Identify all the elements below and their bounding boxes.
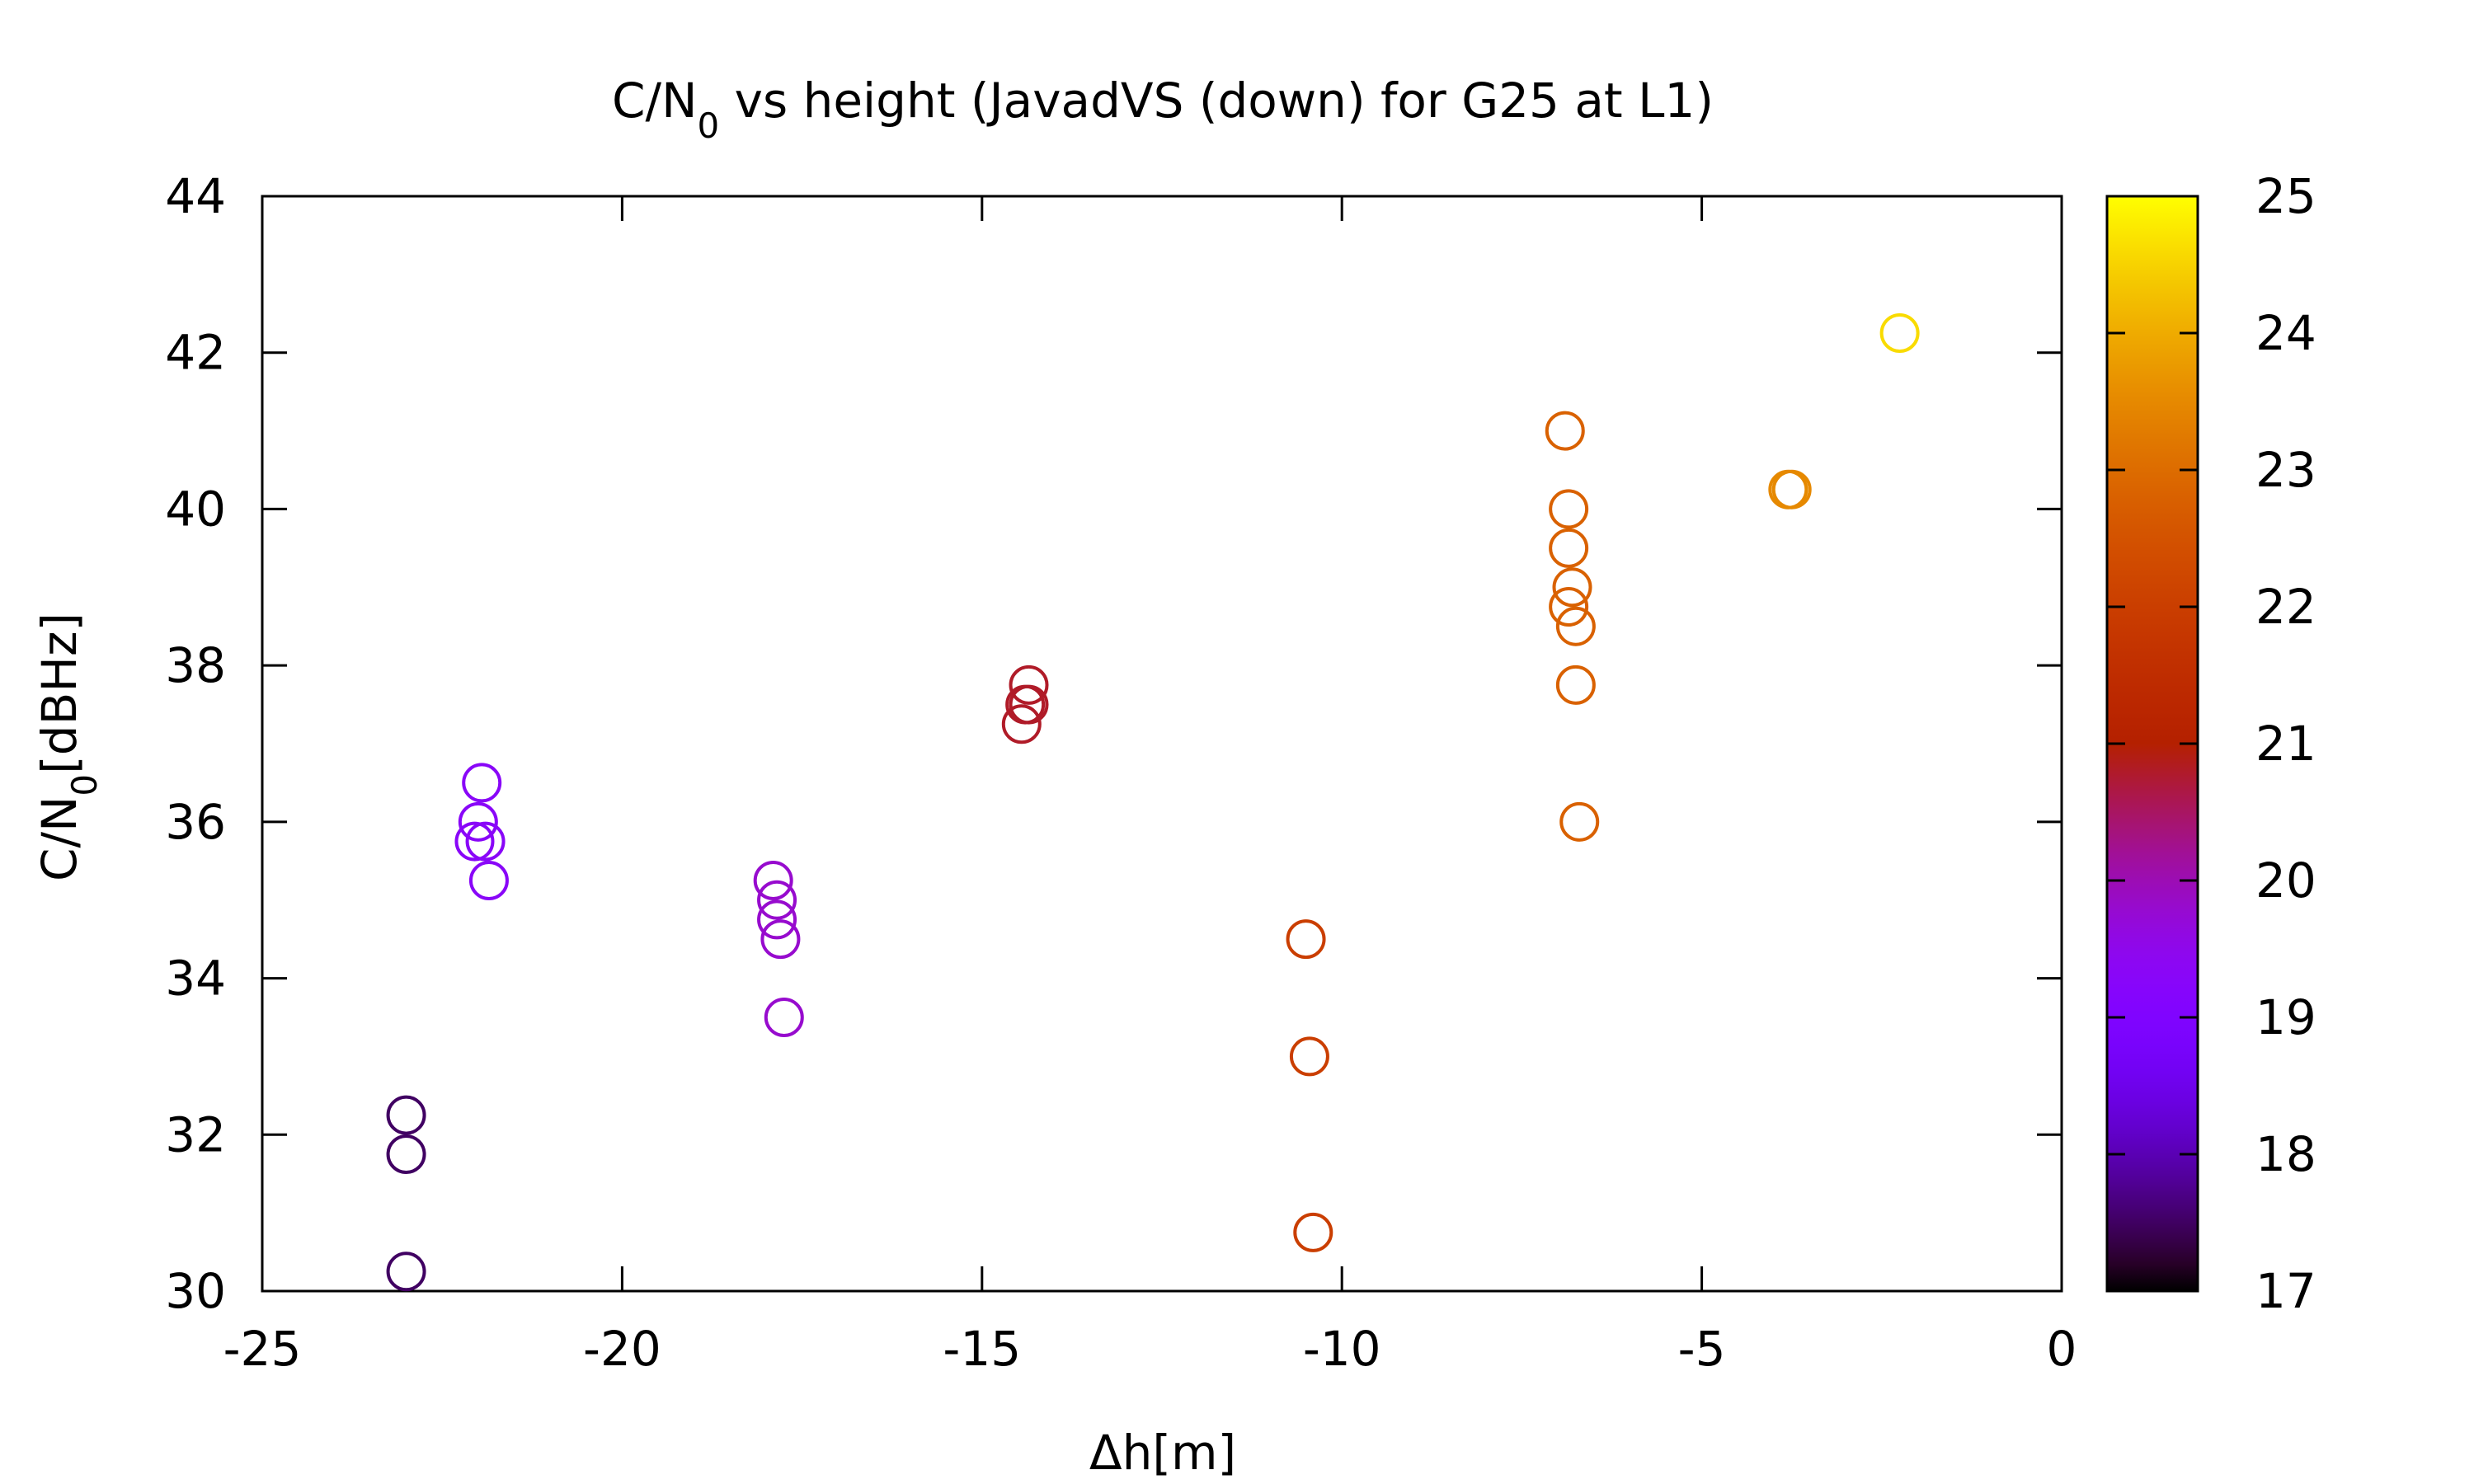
x-tick-label: -20 [583, 1321, 661, 1377]
data-point [1009, 665, 1049, 705]
data-point [1549, 587, 1589, 627]
data-point [1545, 411, 1585, 451]
y-tick-label: 30 [165, 1263, 226, 1319]
y-tick-label: 34 [165, 951, 226, 1007]
data-point [465, 821, 506, 862]
data-point [1549, 528, 1589, 568]
colorbar-tick-label: 24 [2255, 305, 2316, 361]
data-point [1768, 469, 1808, 510]
x-tick-label: -10 [1303, 1321, 1381, 1377]
colorbar-tick-label: 22 [2255, 579, 2316, 635]
x-tick-label: -5 [1678, 1321, 1726, 1377]
data-point [1771, 469, 1812, 510]
chart-title: C/N0 vs height (JavadVS (down) for G25 a… [612, 73, 1714, 146]
x-tick-label: 0 [2047, 1321, 2077, 1377]
colorbar-tick-label: 19 [2255, 989, 2316, 1045]
x-axis: -25 -20 -15 -10 -5 0 [223, 196, 2077, 1377]
data-point [760, 919, 801, 960]
y-tick-label: 40 [165, 481, 226, 537]
colorbar-tick-label: 18 [2255, 1126, 2316, 1182]
plot-area [261, 195, 2063, 1293]
colorbar-tick-label: 25 [2255, 168, 2316, 224]
data-point [458, 801, 498, 842]
y-tick-label: 36 [165, 794, 226, 850]
data-point [462, 763, 502, 803]
colorbar-tick-label: 23 [2255, 442, 2316, 498]
data-point [1552, 567, 1592, 608]
data-point [753, 861, 793, 900]
y-axis: 30 32 34 36 38 40 42 44 [165, 168, 2062, 1319]
data-point [386, 1252, 426, 1292]
x-tick-label: -25 [223, 1321, 302, 1377]
data-point [386, 1134, 426, 1174]
colorbar-tick-label: 21 [2255, 716, 2316, 772]
x-axis-label: Δh[m] [1089, 1425, 1236, 1481]
data-point [1286, 919, 1326, 960]
data-point [1555, 606, 1596, 646]
data-point [1559, 801, 1600, 842]
colorbar-tick-label: 20 [2255, 852, 2316, 909]
data-point [1001, 704, 1042, 744]
y-tick-label: 38 [165, 637, 226, 693]
data-point [1009, 684, 1049, 725]
y-tick-label: 42 [165, 325, 226, 381]
data-point [468, 861, 509, 900]
data-point [757, 899, 797, 940]
data-point [454, 821, 495, 862]
data-point [1289, 1036, 1329, 1077]
data-point [386, 1095, 426, 1135]
y-tick-label: 44 [165, 168, 226, 224]
x-tick-label: -15 [943, 1321, 1021, 1377]
colorbar: 17 18 19 20 21 22 23 24 25 [2105, 168, 2316, 1319]
data-point [1879, 313, 1920, 353]
data-point [1555, 665, 1596, 705]
data-points [386, 313, 1920, 1292]
data-point [764, 998, 804, 1037]
data-point [1549, 489, 1589, 529]
plot-frame [261, 195, 2063, 1293]
colorbar-tick-label: 17 [2255, 1263, 2316, 1319]
y-tick-label: 32 [165, 1106, 226, 1162]
data-point [757, 880, 797, 920]
y-axis-label: C/N0[dBHz] [31, 613, 105, 881]
data-point [1293, 1212, 1333, 1252]
